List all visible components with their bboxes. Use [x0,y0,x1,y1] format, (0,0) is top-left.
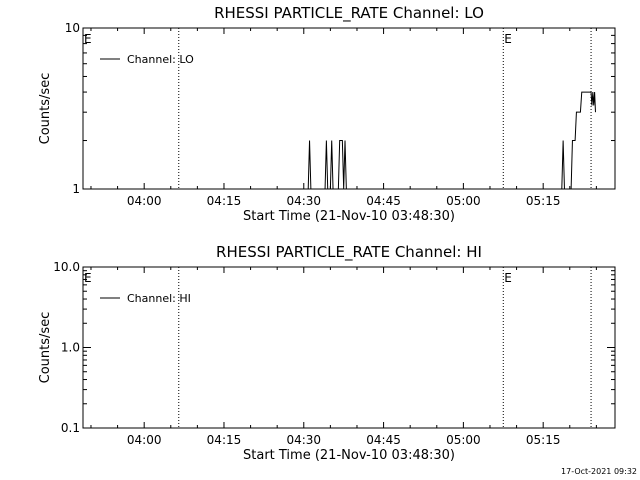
chart-title: RHESSI PARTICLE_RATE Channel: HI [216,243,482,262]
event-marker: E [504,32,512,46]
x-tick-label: 04:15 [207,194,242,208]
y-tick-label: 1.0 [61,341,80,355]
x-tick-label: 04:30 [286,433,321,447]
event-marker: E [504,271,512,285]
x-tick-label: 05:00 [446,433,481,447]
x-tick-label: 05:00 [446,194,481,208]
x-tick-label: 05:15 [526,433,561,447]
y-axis-label: Counts/sec [38,73,53,145]
timestamp-stamp: 17-Oct-2021 09:32 [561,467,637,476]
x-tick-label: 04:00 [127,194,162,208]
y-tick-label: 0.1 [61,421,80,435]
x-axis-label: Start Time (21-Nov-10 03:48:30) [243,209,455,224]
x-tick-label: 04:15 [207,433,242,447]
event-marker: E [84,271,92,285]
y-axis-label: Counts/sec [38,312,53,384]
chart-panel-1: RHESSI PARTICLE_RATE Channel: LO 04:00 04:… [38,4,616,224]
legend-label: Channel: LO [127,53,194,66]
y-tick-label: 10.0 [53,260,80,274]
legend-label: Channel: HI [127,292,191,305]
event-marker: E [84,32,92,46]
series-line [83,91,596,190]
y-tick-label: 10 [65,21,80,35]
y-tick-label: 1 [72,182,80,196]
x-axis-label: Start Time (21-Nov-10 03:48:30) [243,448,455,463]
x-tick-label: 04:30 [286,194,321,208]
x-tick-label: 04:45 [366,433,401,447]
chart-title: RHESSI PARTICLE_RATE Channel: LO [214,4,484,23]
x-tick-label: 04:00 [127,433,162,447]
x-tick-label: 05:15 [526,194,561,208]
chart-panel-2: RHESSI PARTICLE_RATE Channel: HI 04:00 04:… [38,243,616,463]
x-tick-label: 04:45 [366,194,401,208]
